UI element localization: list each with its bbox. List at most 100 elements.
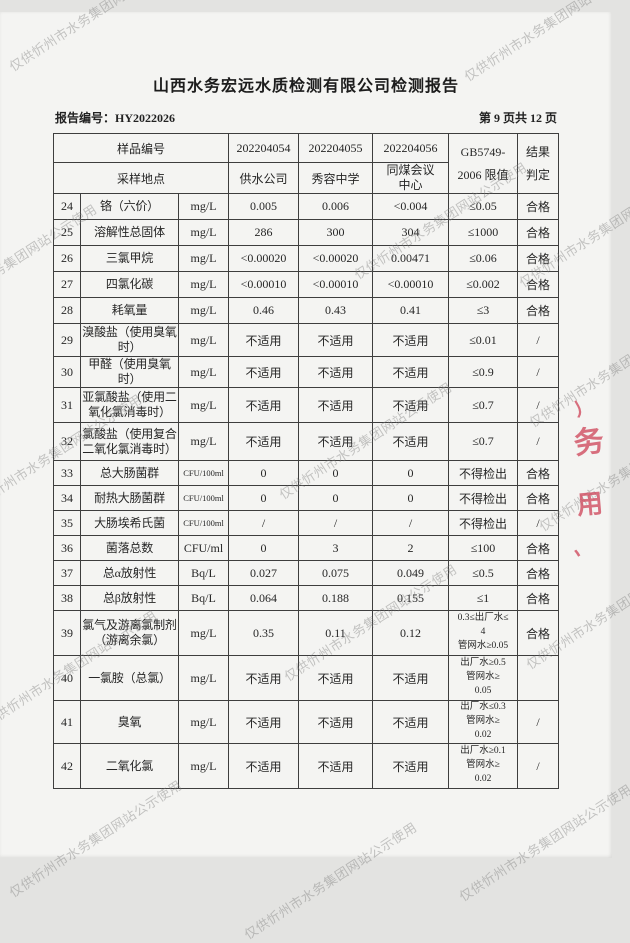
parameter-name: 溶解性总固体 — [80, 219, 179, 246]
unit: mg/L — [177, 700, 230, 744]
parameter-name: 甲醛（使用臭氧时） — [80, 356, 179, 388]
limit-value: 不得检出 — [448, 510, 519, 536]
value-sample-202204055: 0.075 — [298, 560, 374, 586]
result-judgement: 合格 — [517, 560, 560, 586]
result-judgement: 合格 — [517, 460, 560, 486]
unit: mg/L — [177, 219, 230, 246]
sample-id-3: 202204056 — [372, 133, 450, 163]
value-sample-202204054: / — [228, 510, 300, 536]
result-judgement: 合格 — [517, 193, 560, 220]
unit: CFU/ml — [177, 535, 230, 561]
value-sample-202204054: 不适用 — [228, 323, 300, 357]
parameter-name: 总α放射性 — [80, 560, 179, 586]
result-judgement: / — [517, 323, 560, 357]
value-sample-202204056: 0 — [372, 485, 450, 511]
table-row: 38 总β放射性 Bq/L 0.064 0.188 0.155 ≤1 合格 — [53, 585, 560, 611]
result-judgement: 合格 — [517, 485, 560, 511]
result-judgement: 合格 — [517, 610, 560, 656]
value-sample-202204056: 不适用 — [372, 743, 450, 789]
table-row: 40 一氯胺（总氯） mg/L 不适用 不适用 不适用 出厂水≥0.5 管网水≥ 0.05 — [53, 655, 560, 701]
result-judgement: 合格 — [517, 297, 560, 324]
limit-value: ≤1000 — [448, 219, 519, 246]
page-title: 山西水务宏远水质检测有限公司检测报告 — [152, 78, 459, 95]
table-body: 24 铬（六价） mg/L 0.005 0.006 <0.004 ≤0.05 合格 25 溶解性总… — [53, 193, 560, 789]
value-sample-202204054: 0 — [228, 460, 300, 486]
value-sample-202204054: 0 — [228, 535, 300, 561]
value-sample-202204054: 286 — [228, 219, 300, 246]
value-sample-202204055: 3 — [298, 535, 374, 561]
location-1: 供水公司 — [228, 162, 300, 194]
sample-id-2: 202204055 — [298, 133, 374, 163]
row-number: 40 — [53, 655, 81, 701]
limit-value: 不得检出 — [448, 460, 519, 486]
row-number: 28 — [53, 297, 81, 324]
parameter-name: 溴酸盐（使用臭氧时） — [80, 323, 179, 357]
table-row: 30 甲醛（使用臭氧时） mg/L 不适用 不适用 不适用 ≤0.9/ — [53, 356, 560, 388]
value-sample-202204054: 0.35 — [228, 610, 300, 656]
value-sample-202204054: 不适用 — [228, 387, 300, 423]
parameter-name: 铬（六价） — [80, 193, 179, 220]
value-sample-202204056: 不适用 — [372, 700, 450, 744]
sample-id-1: 202204054 — [228, 133, 300, 163]
value-sample-202204054: 不适用 — [228, 422, 300, 461]
parameter-name: 耐热大肠菌群 — [80, 485, 179, 511]
result-judgement: / — [517, 356, 560, 388]
value-sample-202204054: 0.027 — [228, 560, 300, 586]
value-sample-202204056: 2 — [372, 535, 450, 561]
value-sample-202204055: 0.006 — [298, 193, 374, 220]
value-sample-202204054: 0 — [228, 485, 300, 511]
limit-header: GB5749- 2006 限值 — [448, 133, 519, 194]
row-number: 24 — [53, 193, 81, 220]
unit: mg/L — [177, 356, 230, 388]
parameter-name: 氯酸盐（使用复合二氧化氯消毒时） — [80, 422, 179, 461]
parameter-name: 耗氧量 — [80, 297, 179, 324]
value-sample-202204056: 0.41 — [372, 297, 450, 324]
result-judgement: 合格 — [517, 271, 560, 298]
unit: CFU/100ml — [177, 460, 230, 486]
limit-value: 0.3≤出厂水≤ 4 管网水≥0.05 — [448, 610, 519, 656]
parameter-name: 菌落总数 — [80, 535, 179, 561]
value-sample-202204056: 不适用 — [372, 323, 450, 357]
table-row: 31 亚氯酸盐（使用二氧化氯消毒时） mg/L 不适用 不适用 不适用 ≤0.7/ — [53, 387, 560, 423]
table-row: 29 溴酸盐（使用臭氧时） mg/L 不适用 不适用 不适用 ≤0.01/ — [53, 323, 560, 357]
table-row: 26 三氯甲烷 mg/L <0.00020 <0.00020 0.00471 ≤0.06 合格 — [53, 245, 560, 272]
table-row: 39 氯气及游离氯制剂（游离余氯） mg/L 0.35 0.11 0.12 0.3≤出厂水≤… — [53, 610, 560, 656]
parameter-name: 亚氯酸盐（使用二氧化氯消毒时） — [80, 387, 179, 423]
result-judgement: 合格 — [517, 245, 560, 272]
value-sample-202204056: 不适用 — [372, 356, 450, 388]
limit-value: ≤0.7 — [448, 422, 519, 461]
limit-value: ≤0.05 — [448, 193, 519, 220]
value-sample-202204055: 不适用 — [298, 323, 374, 357]
limit-value: ≤0.9 — [448, 356, 519, 388]
value-sample-202204055: 不适用 — [298, 655, 374, 701]
unit: mg/L — [177, 297, 230, 324]
row-number: 37 — [53, 560, 81, 586]
parameter-name: 四氯化碳 — [80, 271, 179, 298]
result-judgement: 合格 — [517, 535, 560, 561]
value-sample-202204055: 0.188 — [298, 585, 374, 611]
table-row: 41 臭氧 mg/L 不适用 不适用 不适用 出厂水≤0.3 管网水≥ 0.02/ — [53, 700, 560, 744]
value-sample-202204056: 304 — [372, 219, 450, 246]
table-row: 36 菌落总数 CFU/ml 0 3 2 ≤100 合格 — [53, 535, 560, 561]
row-number: 35 — [53, 510, 81, 536]
row-number: 27 — [53, 271, 81, 298]
value-sample-202204054: 0.46 — [228, 297, 300, 324]
value-sample-202204055: 不适用 — [298, 743, 374, 789]
table-row: 24 铬（六价） mg/L 0.005 0.006 <0.004 ≤0.05 合格 — [53, 193, 560, 220]
table-row: 25 溶解性总固体 mg/L 286 300 304 ≤1000 合格 — [53, 219, 560, 246]
row-number: 29 — [53, 323, 81, 357]
report-meta: 报告编号：HY2022026 第 9 页共 12 页 — [55, 109, 557, 126]
limit-value: 出厂水≤0.3 管网水≥ 0.02 — [448, 700, 519, 744]
location-label: 采样地点 — [52, 162, 230, 194]
result-header: 结果 判定 — [517, 133, 560, 194]
row-number: 41 — [53, 700, 81, 744]
parameter-name: 二氧化氯 — [80, 743, 179, 789]
limit-value: ≤100 — [448, 535, 519, 561]
page-indicator: 第 9 页共 12 页 — [478, 111, 557, 125]
parameter-name: 三氯甲烷 — [80, 245, 179, 272]
value-sample-202204054: 0.064 — [228, 585, 300, 611]
result-judgement: / — [517, 422, 560, 461]
unit: mg/L — [177, 387, 230, 423]
value-sample-202204055: 不适用 — [298, 356, 374, 388]
result-judgement: / — [517, 743, 560, 789]
